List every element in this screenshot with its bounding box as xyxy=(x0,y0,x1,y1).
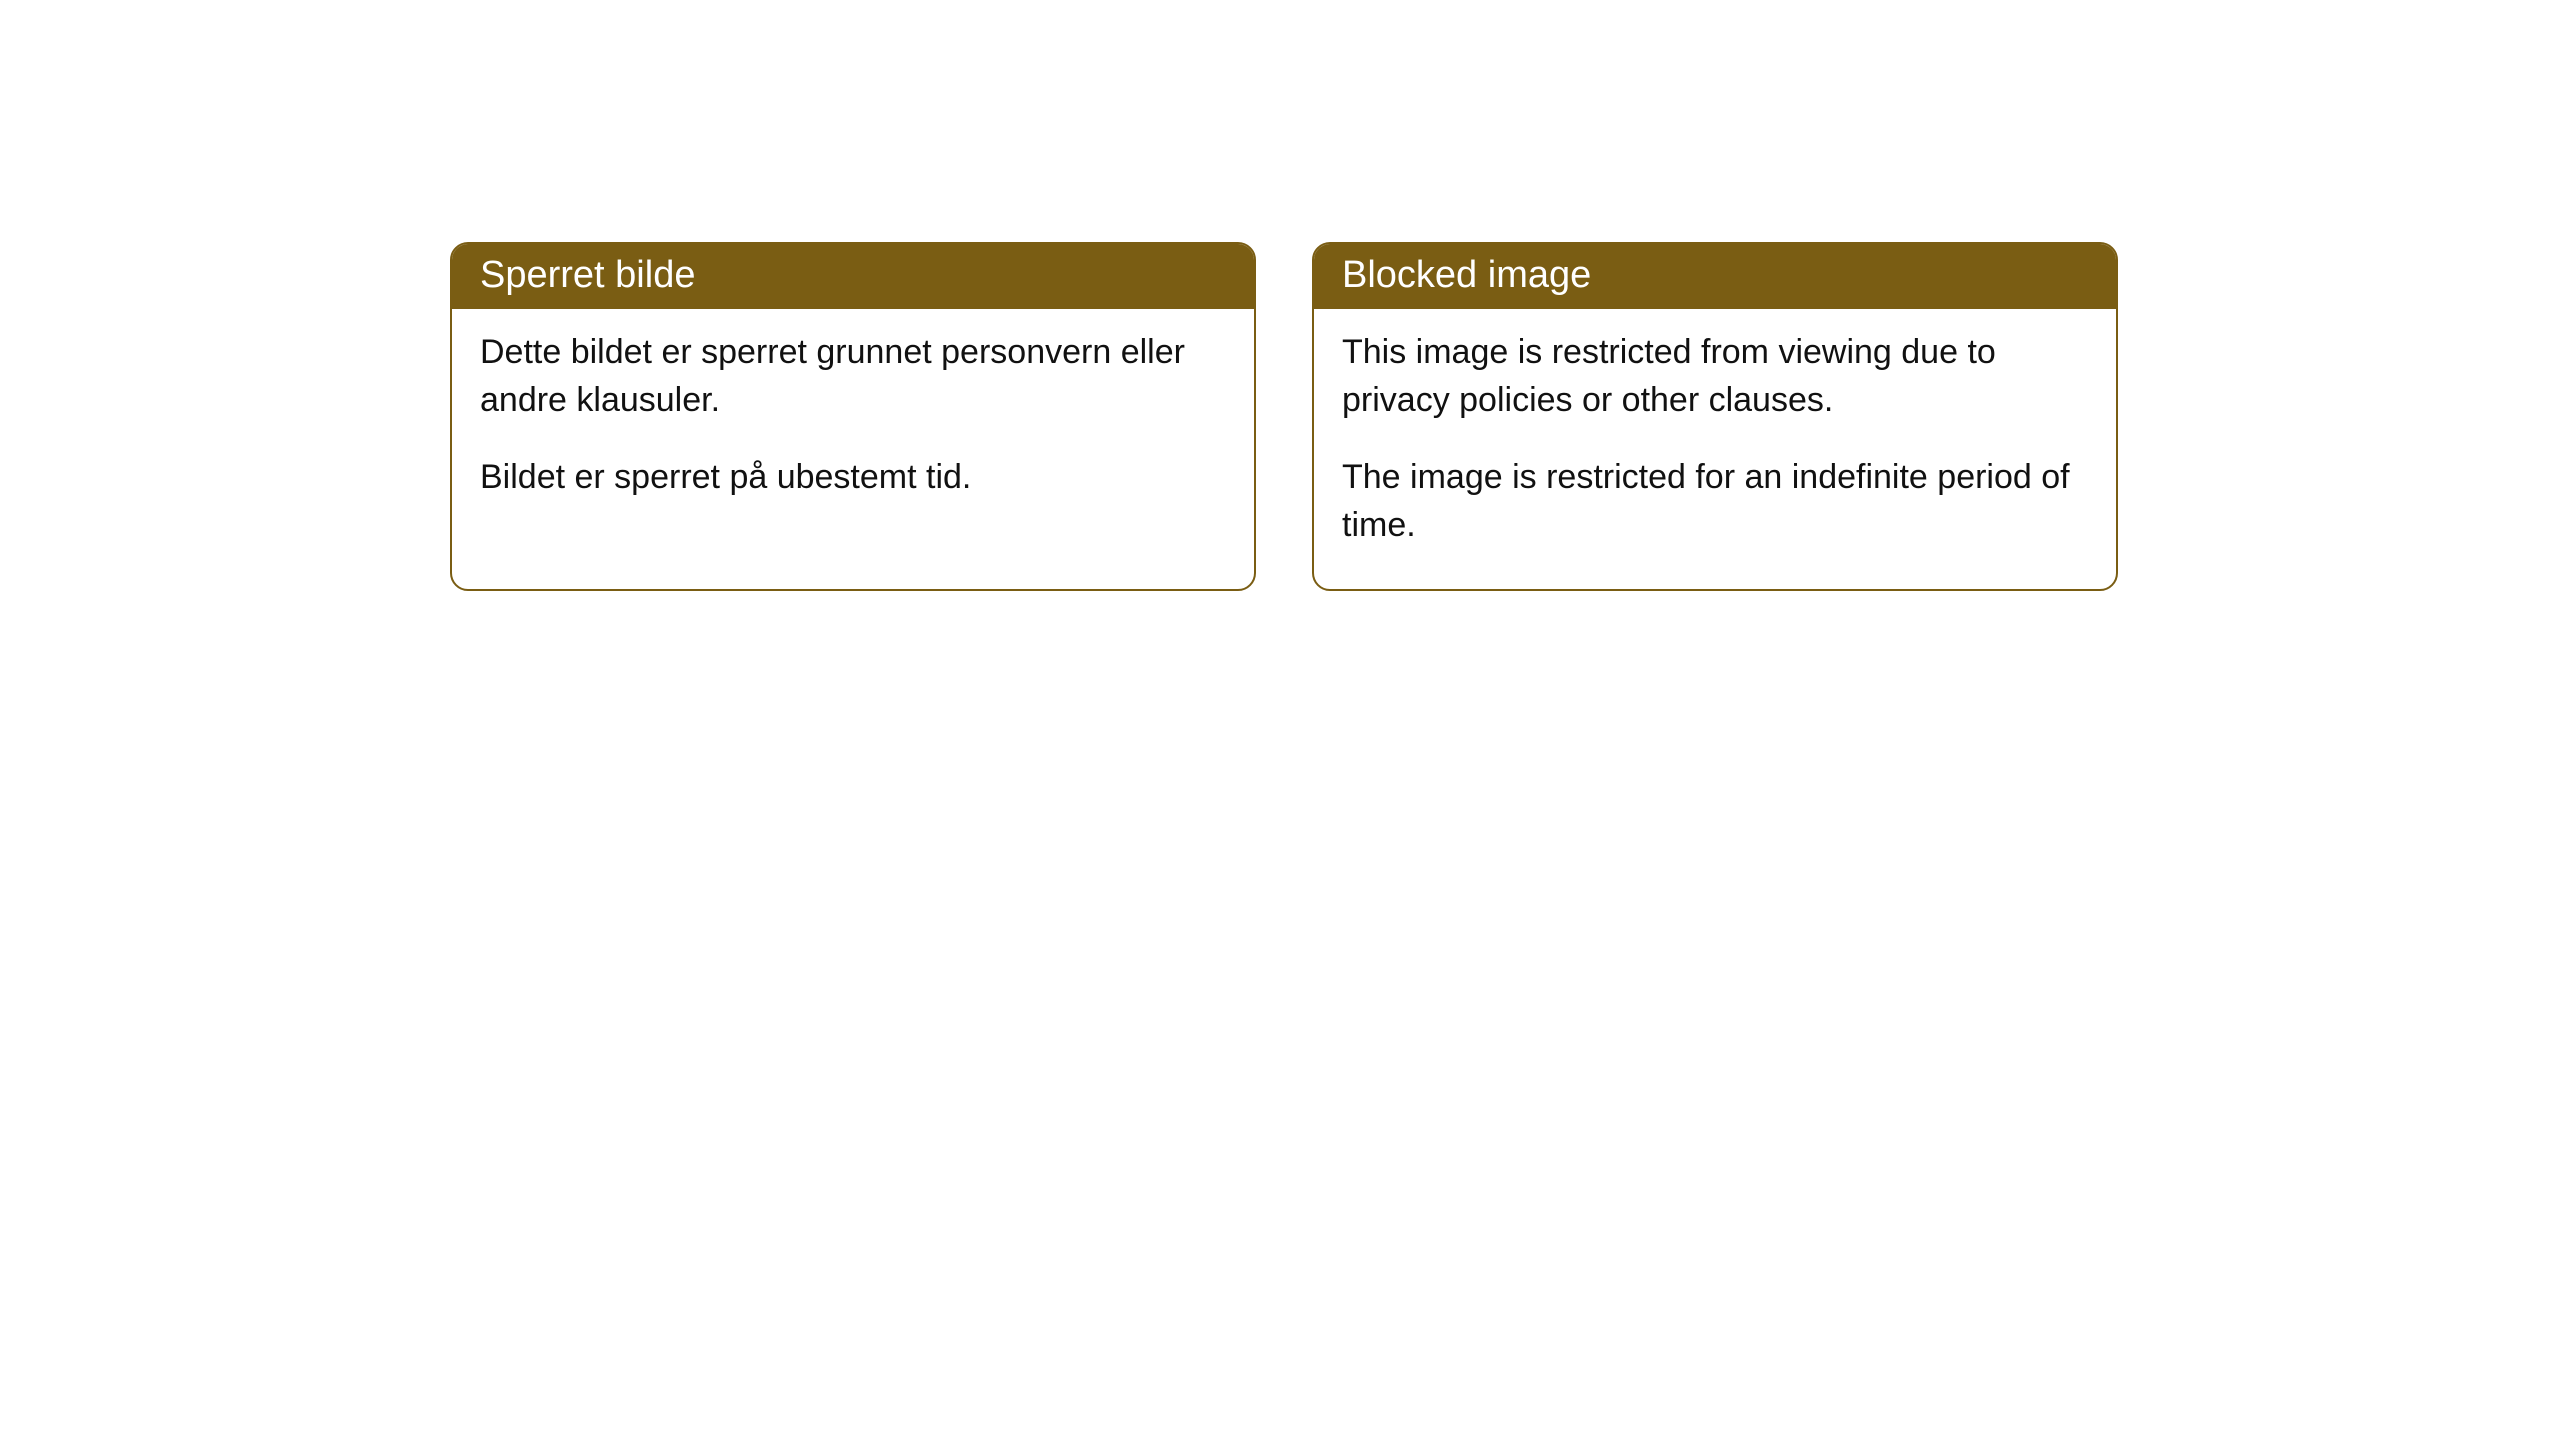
notice-text-2: The image is restricted for an indefinit… xyxy=(1342,454,2088,549)
notice-cards-container: Sperret bilde Dette bildet er sperret gr… xyxy=(0,0,2560,591)
blocked-image-notice-norwegian: Sperret bilde Dette bildet er sperret gr… xyxy=(450,242,1256,591)
notice-text-1: Dette bildet er sperret grunnet personve… xyxy=(480,329,1226,424)
card-body-norwegian: Dette bildet er sperret grunnet personve… xyxy=(452,309,1254,542)
card-body-english: This image is restricted from viewing du… xyxy=(1314,309,2116,589)
card-title: Sperret bilde xyxy=(480,254,695,296)
blocked-image-notice-english: Blocked image This image is restricted f… xyxy=(1312,242,2118,591)
card-header-norwegian: Sperret bilde xyxy=(452,244,1254,309)
notice-text-2: Bildet er sperret på ubestemt tid. xyxy=(480,454,1226,502)
card-title: Blocked image xyxy=(1342,254,1591,296)
card-header-english: Blocked image xyxy=(1314,244,2116,309)
notice-text-1: This image is restricted from viewing du… xyxy=(1342,329,2088,424)
